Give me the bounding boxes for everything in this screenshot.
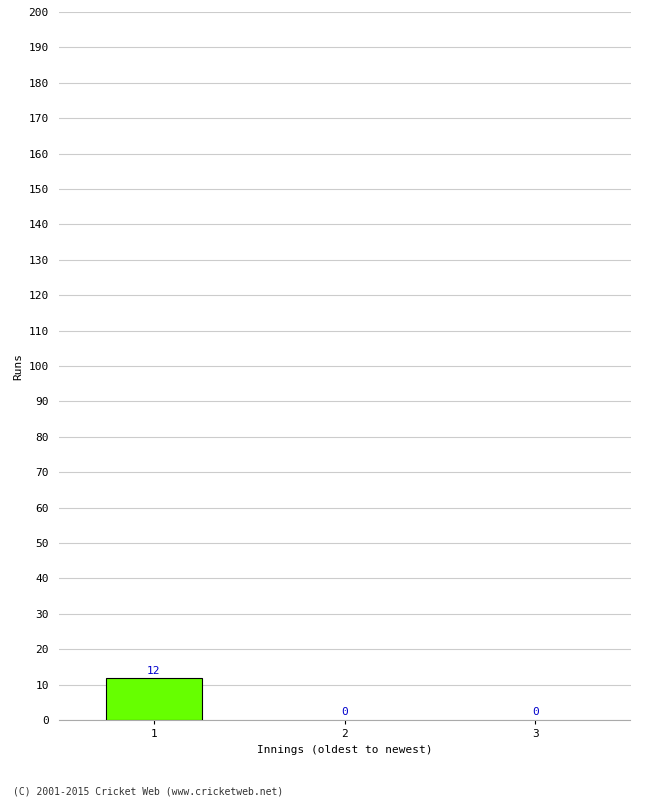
Text: 12: 12 xyxy=(147,666,161,676)
Bar xyxy=(106,678,202,720)
Text: 0: 0 xyxy=(341,707,348,717)
Y-axis label: Runs: Runs xyxy=(13,353,23,379)
Text: 0: 0 xyxy=(532,707,539,717)
X-axis label: Innings (oldest to newest): Innings (oldest to newest) xyxy=(257,745,432,754)
Text: (C) 2001-2015 Cricket Web (www.cricketweb.net): (C) 2001-2015 Cricket Web (www.cricketwe… xyxy=(13,786,283,796)
